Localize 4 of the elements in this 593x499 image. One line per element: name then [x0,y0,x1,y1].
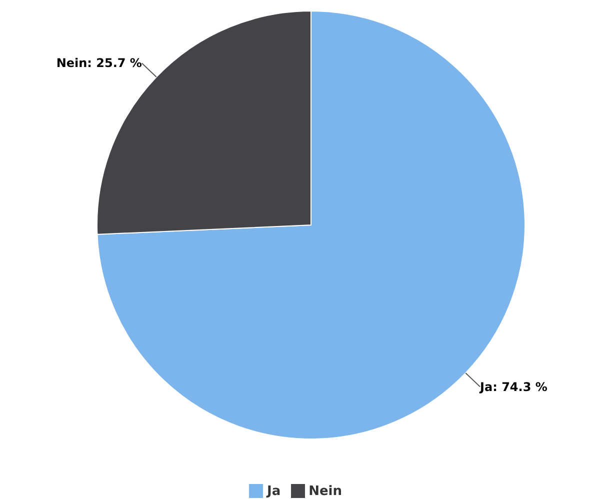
legend-label: Ja [266,484,281,499]
legend-label: Nein [308,484,342,499]
data-label: Nein: 25.7 % [56,56,142,70]
data-label: Ja: 74.3 % [479,380,548,394]
